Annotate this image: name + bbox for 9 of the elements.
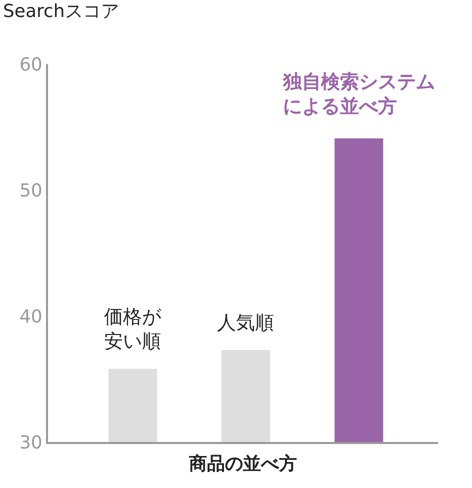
x-axis-title: 商品の並べ方 xyxy=(188,454,297,475)
y-tick-label: 50 xyxy=(19,180,42,202)
y-tick-label: 40 xyxy=(19,306,42,328)
y-tick-label: 30 xyxy=(19,432,42,454)
x-tick-label: 価格が安い順 xyxy=(104,306,162,353)
y-tick-label: 60 xyxy=(19,54,42,76)
x-tick-label: 人気順 xyxy=(217,312,274,334)
y-axis-title: Searchスコア xyxy=(3,1,119,22)
x-tick-label: 独自検索システムによる並べ方 xyxy=(282,71,435,118)
